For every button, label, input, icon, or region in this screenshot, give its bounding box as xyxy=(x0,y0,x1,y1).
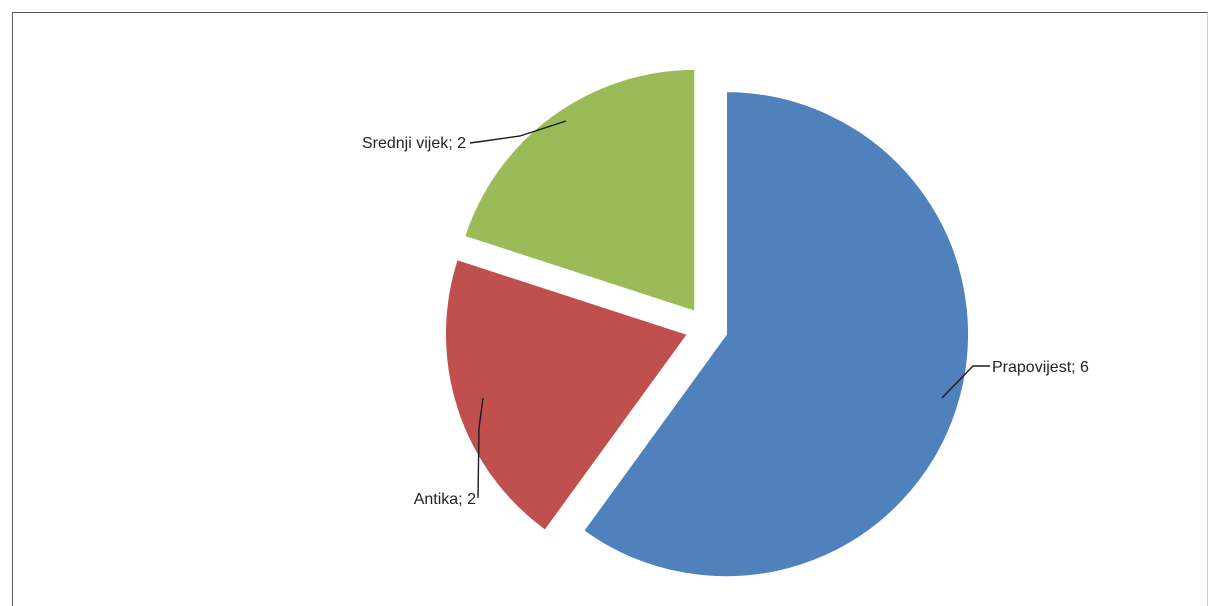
data-label-prapovijest: Prapovijest; 6 xyxy=(992,359,1089,376)
data-label-srednji-vijek: Srednji vijek; 2 xyxy=(362,135,466,152)
pie-slice-antika xyxy=(443,257,690,533)
data-label-antika: Antika; 2 xyxy=(414,491,476,508)
pie-slices xyxy=(443,67,970,579)
leader-line-prapovijest xyxy=(941,365,990,399)
leader-line-antika xyxy=(477,397,484,499)
pie-slice-prapovijest xyxy=(581,90,970,579)
data-labels: Prapovijest; 6 Antika; 2 Srednji vijek; 2 xyxy=(362,135,1089,508)
leader-lines xyxy=(469,120,990,499)
leader-line-srednji-vijek xyxy=(469,120,567,144)
pie-slice-srednji-vijek xyxy=(462,67,697,314)
